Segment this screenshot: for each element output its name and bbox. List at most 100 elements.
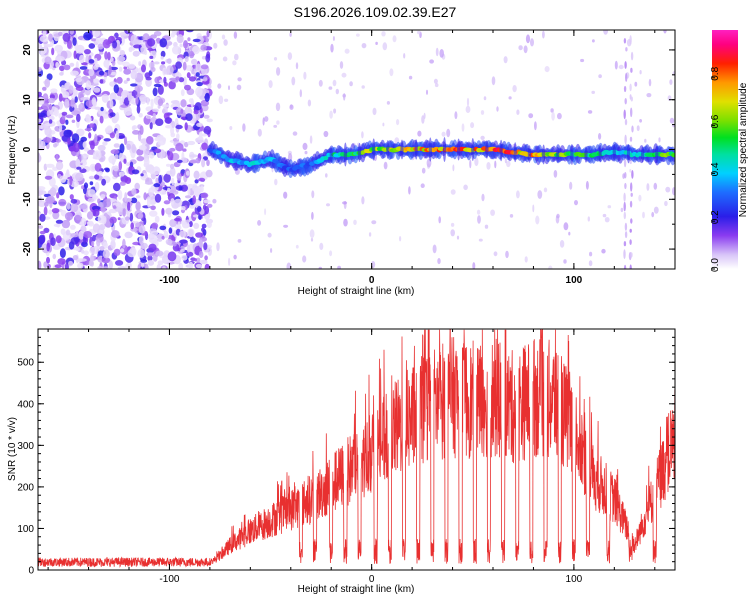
noise-blob [204,92,210,102]
noise-blob [170,100,180,104]
noise-blob [185,30,194,33]
noise-blob [598,133,602,140]
noise-blob [433,78,438,84]
noise-blob [195,63,202,72]
noise-blob [160,50,166,58]
noise-blob [41,102,50,110]
noise-blob [651,211,655,218]
noise-blob [93,87,101,93]
noise-blob [630,107,633,118]
noise-blob [195,263,203,269]
noise-blob [264,208,267,216]
noise-blob [200,44,207,51]
noise-blob [42,93,49,101]
signal-spike [442,137,447,162]
noise-blob [493,251,498,257]
noise-blob [167,151,174,161]
noise-blob [143,217,147,225]
noise-blob [171,30,176,36]
noise-blob [203,199,211,204]
noise-blob [203,76,208,82]
noise-blob [318,79,323,87]
noise-blob [38,186,46,191]
noise-blob [532,204,535,213]
noise-blob [84,116,92,123]
noise-blob [598,74,602,79]
noise-blob [64,98,70,109]
noise-blob [83,231,93,239]
noise-blob [113,182,121,192]
noise-blob [56,56,65,62]
noise-blob [432,244,437,254]
noise-blob [203,125,212,135]
snr-panel: -100 0 100 0 100 200 300 400 500 Height of strai… [7,328,676,595]
noise-blob [59,248,66,259]
noise-blob [186,72,191,79]
noise-blob [137,81,142,86]
noise-blob [59,175,67,183]
noise-blob [466,97,470,107]
noise-blob [172,210,180,216]
noise-blob [152,253,158,262]
noise-blob [623,264,627,269]
noise-blob [629,228,632,233]
noise-blob [201,227,205,233]
noise-blob [147,255,153,262]
noise-blob [548,265,553,269]
noise-blob [382,122,385,127]
noise-blob [323,130,329,138]
noise-blob [392,35,397,43]
noise-blob [149,151,155,159]
noise-blob [470,122,475,129]
noise-blob [454,111,458,120]
noise-blob [51,208,60,214]
noise-blob [132,125,138,130]
noise-blob [176,34,184,44]
noise-blob [173,183,180,187]
noise-blob [309,229,315,239]
noise-blob [81,185,85,190]
noise-blob [166,58,172,64]
noise-blob [299,89,302,98]
noise-blob [289,104,294,110]
noise-blob [102,39,111,49]
noise-blob [89,181,94,186]
noise-blob [191,65,197,69]
noise-blob [371,220,377,225]
noise-blob [39,35,49,43]
noise-blob [143,158,150,166]
noise-blob [133,44,142,49]
noise-blob [67,138,71,145]
noise-blob [624,231,628,239]
noise-blob [524,256,528,263]
noise-blob [179,43,183,48]
noise-blob [60,228,66,235]
noise-blob [309,135,313,144]
noise-blob [115,130,120,140]
noise-blob [94,106,101,110]
noise-blob [38,112,46,118]
noise-blob [54,264,62,269]
noise-blob [109,99,114,109]
noise-blob [623,109,626,120]
noise-blob [237,239,242,243]
noise-blob [170,132,176,138]
noise-blob [332,79,337,87]
signal-spike [570,144,574,165]
noise-blob [157,84,164,95]
noise-blob [62,32,71,42]
noise-blob [232,60,237,66]
noise-blob [93,64,99,70]
noise-blob [115,112,120,122]
noise-blob [289,32,292,37]
noise-blob [138,225,146,234]
noise-blob [187,37,191,42]
noise-blob [343,93,346,101]
noise-blob [136,104,141,114]
noise-blob [70,198,78,204]
spectrogram-y-axis-label: Frequency (Hz) [7,116,18,185]
noise-blob [61,111,68,116]
noise-blob [375,41,378,46]
colorbar-tick-label: 0.0 [710,258,721,272]
noise-blob [542,30,545,39]
